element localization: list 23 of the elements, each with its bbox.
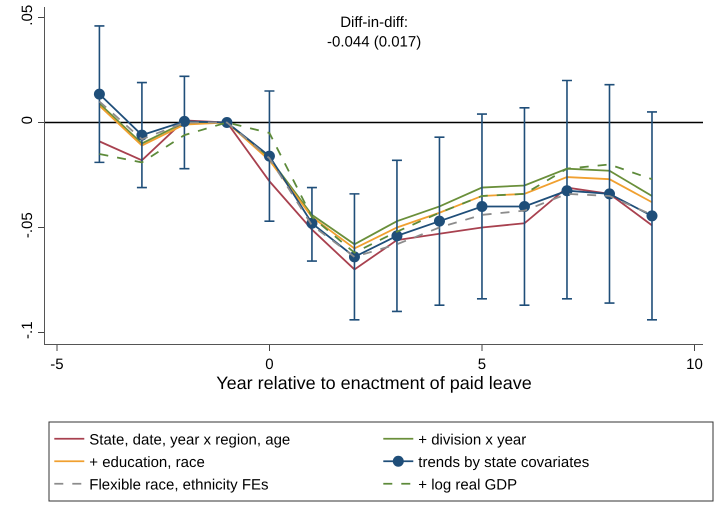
point [178, 116, 190, 127]
point [94, 88, 105, 100]
point [391, 230, 402, 242]
y-tick-label: 0 [19, 116, 36, 124]
x-axis-title: Year relative to enactment of paid leave [216, 373, 532, 394]
point [646, 210, 658, 222]
point [476, 200, 488, 212]
legend-label: State, date, year x region, age [89, 432, 290, 449]
y-tick-label: -.1 [19, 321, 36, 339]
x-tick-label: 10 [686, 356, 703, 373]
y-tick-label: .05 [19, 4, 36, 26]
legend-label: + log real GDP [418, 476, 518, 494]
x-tick-label: -5 [50, 356, 64, 373]
legend-label: trends by state covariates [418, 454, 590, 472]
y-tick-label: -.05 [19, 212, 36, 238]
legend-label: + education, race [89, 454, 205, 472]
x-tick-label: 5 [478, 356, 486, 373]
annotation: Diff-in-diff: -0.044 (0.017) [327, 14, 422, 50]
point [434, 216, 445, 227]
x-tick-label: 0 [265, 356, 274, 373]
point [561, 185, 572, 196]
legend-label: + division x year [418, 432, 526, 449]
legend-label: Flexible race, ethnicity FEs [89, 476, 269, 494]
